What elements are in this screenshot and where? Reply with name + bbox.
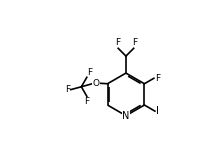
Text: F: F <box>84 97 89 106</box>
Text: F: F <box>65 85 70 94</box>
Text: F: F <box>87 68 93 77</box>
Text: O: O <box>92 79 99 88</box>
Text: I: I <box>156 106 159 116</box>
Text: F: F <box>115 38 120 47</box>
Text: F: F <box>155 74 160 83</box>
Text: F: F <box>132 38 137 47</box>
Text: N: N <box>122 111 130 121</box>
